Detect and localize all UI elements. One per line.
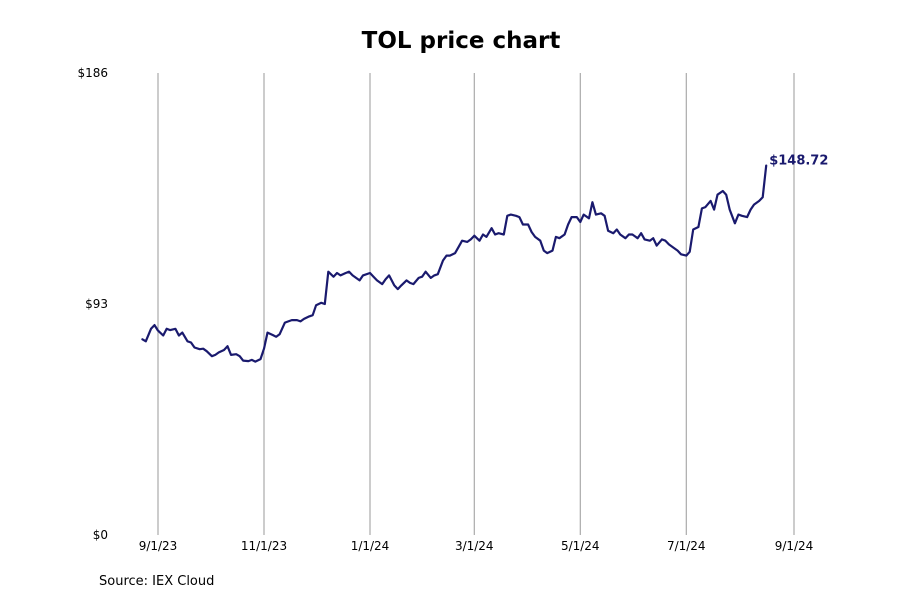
source-note: Source: IEX Cloud: [99, 574, 215, 589]
y-tick-label: $186: [77, 66, 108, 80]
y-tick-label: $0: [93, 528, 108, 542]
x-tick-label: 11/1/23: [241, 539, 287, 553]
x-tick-label: 3/1/24: [455, 539, 494, 553]
x-axis-ticks: 9/1/23 11/1/23 1/1/24 3/1/24 5/1/24 7/1/24 9/1…: [139, 539, 814, 553]
x-tick-label: 9/1/23: [139, 539, 178, 553]
y-axis-ticks: $0 $93 $186: [77, 66, 108, 542]
price-series-line: [141, 164, 768, 363]
x-tick-label: 7/1/24: [667, 539, 706, 553]
last-price-label: $148.72: [769, 154, 828, 169]
x-tick-label: 1/1/24: [351, 539, 390, 553]
y-tick-label: $93: [85, 297, 108, 311]
chart-title: TOL price chart: [361, 28, 561, 54]
x-tick-label: 9/1/24: [775, 539, 814, 553]
gridlines: [157, 73, 795, 535]
x-tick-label: 5/1/24: [561, 539, 600, 553]
